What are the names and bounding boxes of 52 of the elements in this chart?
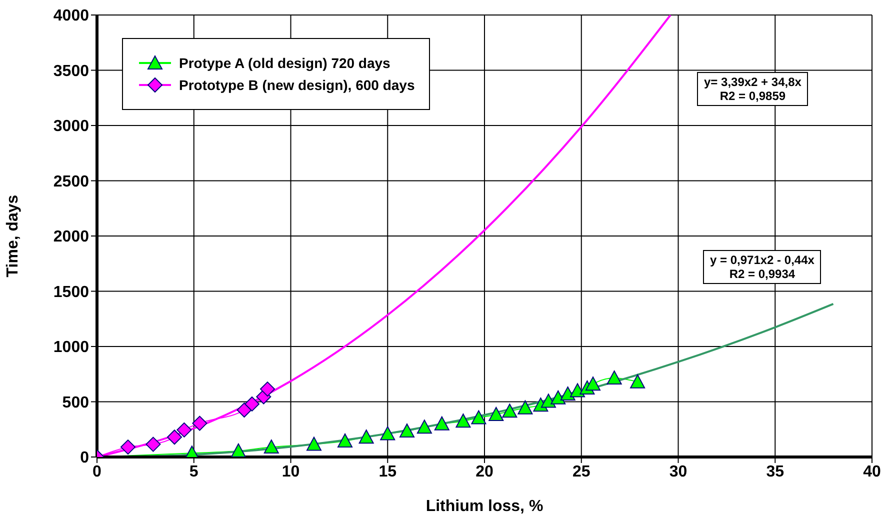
point: [192, 416, 208, 431]
point: [146, 436, 161, 452]
point: [380, 426, 396, 440]
point: [586, 376, 600, 391]
x-tick-label: 0: [92, 463, 102, 480]
point: [630, 374, 646, 388]
point: [434, 416, 450, 430]
point: [167, 430, 182, 445]
y-axis-title: Time, days: [4, 194, 22, 278]
point: [570, 383, 585, 398]
point: [502, 404, 518, 418]
point: [456, 414, 471, 428]
legend-label: Prototype B (new design), 600 days: [179, 77, 415, 93]
point: [400, 424, 414, 438]
y-tick-label: 500: [62, 394, 90, 412]
x-tick-label: 30: [669, 463, 688, 480]
point: [244, 396, 260, 412]
annotation: y= 3,39x2 + 34,8x R2 = 0,9859: [697, 72, 808, 106]
point: [416, 420, 432, 434]
point: [230, 443, 246, 457]
point: [471, 410, 486, 424]
x-tick-label: 40: [863, 463, 881, 480]
y-tick-label: 2500: [53, 173, 90, 190]
x-tick-label: 25: [572, 463, 590, 480]
point: [338, 433, 352, 448]
x-axis-title: Lithium loss, %: [426, 498, 544, 515]
annotation: y = 0,971x2 - 0,44x R2 = 0,9934: [703, 250, 822, 284]
x-tick-label: 10: [282, 463, 300, 480]
point: [560, 386, 576, 401]
point: [358, 430, 374, 444]
point: [540, 394, 556, 408]
point: [306, 436, 322, 451]
point: [260, 382, 275, 397]
point: [606, 370, 622, 384]
y-tick-label: 0: [80, 450, 90, 467]
x-tick-label: 15: [378, 463, 397, 480]
point: [488, 406, 504, 421]
y-tick-label: 1000: [53, 339, 90, 356]
y-tick-label: 1500: [53, 284, 90, 301]
y-tick-label: 2000: [53, 228, 90, 246]
point: [120, 440, 136, 455]
y-tick-label: 3500: [53, 62, 90, 80]
x-tick-label: 20: [476, 463, 494, 480]
x-tick-label: 35: [766, 463, 784, 480]
point: [550, 390, 566, 404]
y-tick-label: 4000: [53, 8, 90, 25]
point: [518, 400, 533, 414]
point: [264, 440, 279, 454]
point: [176, 422, 192, 438]
x-tick-label: 5: [189, 463, 198, 480]
y-tick-label: 3000: [53, 118, 90, 136]
legend-label: Protype A (old design) 720 days: [179, 55, 390, 71]
